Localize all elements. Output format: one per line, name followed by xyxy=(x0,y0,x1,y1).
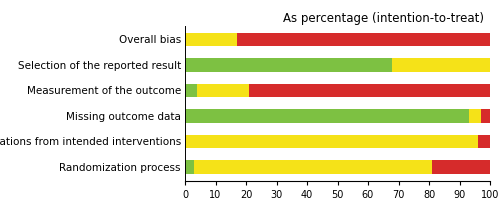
Bar xyxy=(185,84,197,97)
Bar xyxy=(185,109,469,123)
Bar xyxy=(432,160,490,174)
Bar xyxy=(194,160,432,174)
Bar xyxy=(249,84,490,97)
Bar xyxy=(468,109,481,123)
Bar xyxy=(185,33,237,46)
Bar xyxy=(237,33,490,46)
Bar xyxy=(185,160,194,174)
Bar xyxy=(478,135,490,148)
Bar xyxy=(185,135,478,148)
Bar xyxy=(392,58,490,72)
Bar xyxy=(185,58,392,72)
Bar xyxy=(197,84,249,97)
Bar xyxy=(481,109,490,123)
Text: As percentage (intention-to-treat): As percentage (intention-to-treat) xyxy=(283,12,484,25)
